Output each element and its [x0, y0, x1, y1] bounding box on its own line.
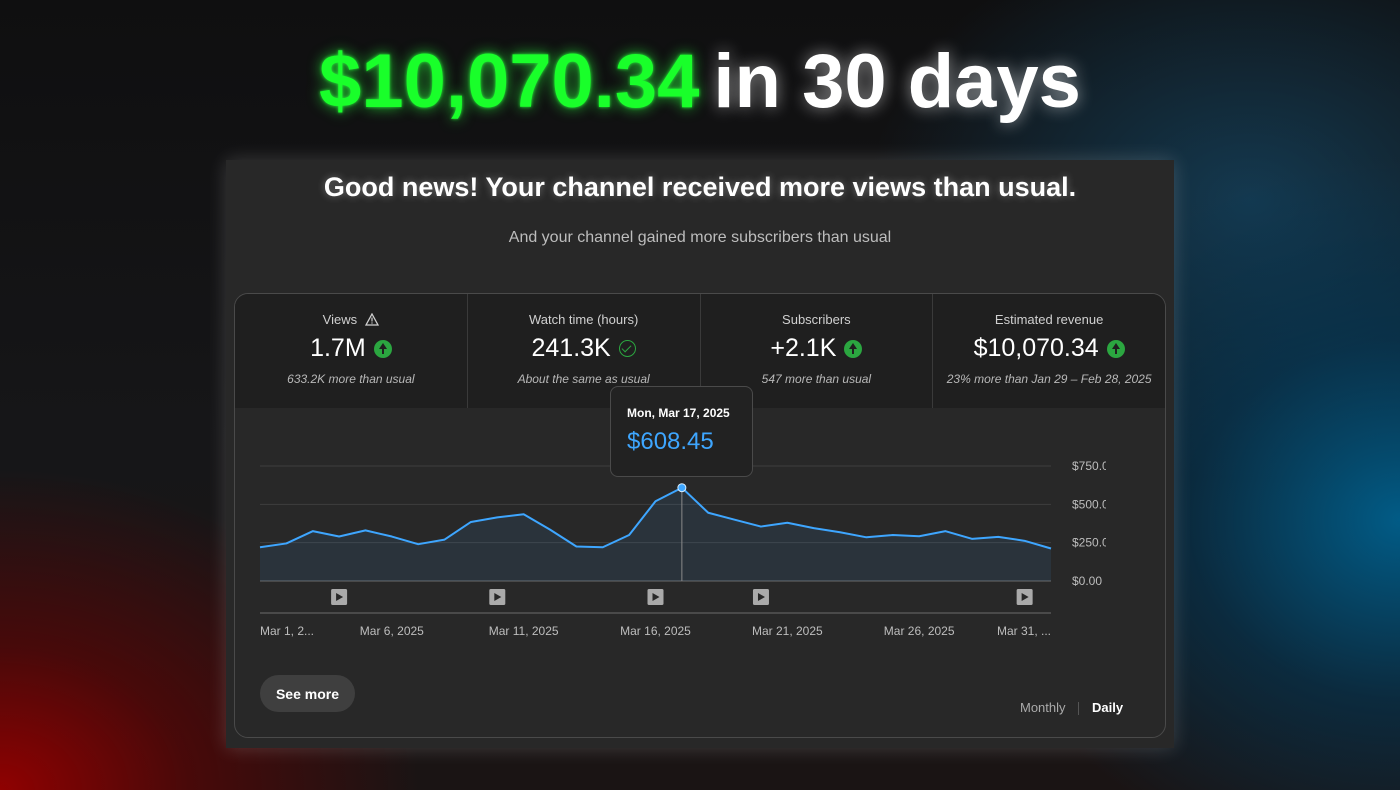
metric-value: 1.7M: [310, 334, 366, 362]
toggle-monthly[interactable]: Monthly: [1020, 700, 1066, 715]
metric-note: 547 more than usual: [761, 372, 872, 386]
see-more-button[interactable]: See more: [260, 675, 355, 712]
play-icon: [494, 593, 502, 601]
metric-subscribers[interactable]: Subscribers +2.1K 547 more than usual: [701, 294, 934, 408]
metric-watch-time[interactable]: Watch time (hours) 241.3K About the same…: [468, 294, 701, 408]
metric-label: Views: [322, 312, 358, 327]
y-tick-label: $750.00: [1072, 459, 1106, 473]
metric-note: 23% more than Jan 29 – Feb 28, 2025: [946, 372, 1152, 386]
highlight-point: [677, 483, 687, 493]
headline-amount: $10,070.34: [319, 39, 700, 124]
warning-icon: [365, 313, 380, 326]
play-icon: [336, 593, 344, 601]
x-tick-label: Mar 6, 2025: [360, 624, 424, 638]
area-fill: [260, 487, 1051, 581]
metric-views[interactable]: Views 1.7M 633.2K more than usual: [235, 294, 468, 408]
card-title: Good news! Your channel received more vi…: [323, 172, 1077, 202]
arrow-up-icon: [373, 339, 392, 358]
headline: $10,070.34 in 30 days: [0, 38, 1400, 125]
card-subtitle: And your channel gained more subscribers…: [508, 229, 892, 246]
metric-value: 241.3K: [531, 334, 611, 362]
play-icon: [652, 593, 660, 601]
arrow-up-icon: [844, 339, 863, 358]
metric-note: About the same as usual: [517, 372, 650, 386]
play-icon: [757, 593, 765, 601]
x-tick-label: Mar 31, ...: [997, 624, 1051, 638]
tooltip-value: $608.45: [627, 428, 714, 455]
metric-value: +2.1K: [770, 334, 837, 362]
metric-label: Subscribers: [782, 312, 851, 327]
x-tick-label: Mar 11, 2025: [489, 624, 559, 638]
headline-rest: in 30 days: [713, 39, 1081, 124]
toggle-daily[interactable]: Daily: [1092, 700, 1124, 715]
toggle-divider: [1078, 702, 1079, 715]
x-tick-label: Mar 21, 2025: [752, 624, 823, 638]
y-tick-label: $0.00: [1072, 574, 1102, 588]
y-tick-label: $500.00: [1072, 497, 1106, 511]
chart-tooltip: Mon, Mar 17, 2025 $608.45: [610, 386, 753, 477]
metric-revenue[interactable]: Estimated revenue $10,070.34 23% more th…: [933, 294, 1165, 408]
metric-label: Watch time (hours): [528, 312, 639, 327]
metric-label: Estimated revenue: [994, 312, 1104, 327]
metric-value: $10,070.34: [973, 334, 1099, 362]
analytics-panel: Views 1.7M 633.2K more than usual Watch …: [234, 293, 1166, 738]
check-circle-icon: [618, 340, 636, 357]
arrow-up-icon: [1106, 339, 1125, 358]
revenue-chart[interactable]: $750.00 $500.00 $250.00 $0.00 Mar 1, 2... Mar…: [226, 400, 1106, 645]
x-tick-label: Mar 1, 2...: [260, 624, 314, 638]
x-tick-label: Mar 16, 2025: [620, 624, 691, 638]
play-icon: [1021, 593, 1029, 601]
y-tick-label: $250.00: [1072, 536, 1106, 550]
metric-note: 633.2K more than usual: [287, 372, 415, 386]
x-tick-label: Mar 26, 2025: [884, 624, 955, 638]
tooltip-date: Mon, Mar 17, 2025: [627, 406, 730, 420]
